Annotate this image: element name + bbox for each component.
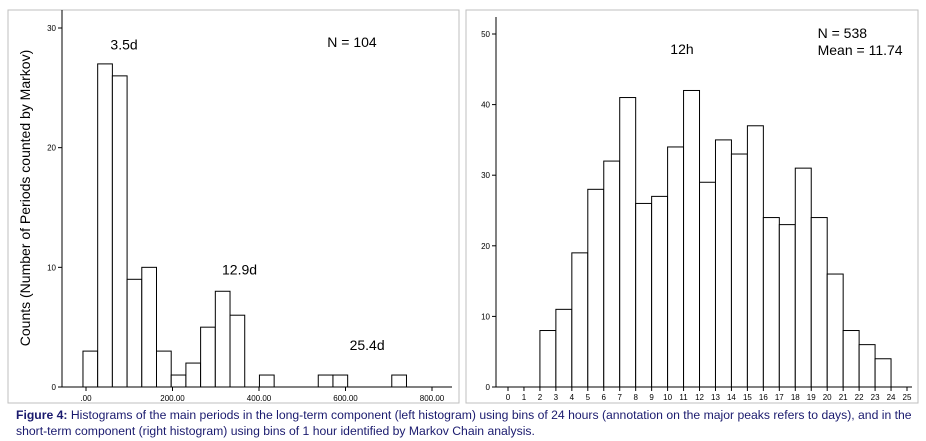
right-histogram-bar xyxy=(651,195,669,388)
right-x-tick-label: 13 xyxy=(711,393,720,402)
right-histogram-bar xyxy=(826,273,844,388)
left-histogram-bar xyxy=(214,290,231,388)
right-histogram-bar xyxy=(714,139,732,388)
right-annotation: N = 538 xyxy=(818,25,868,41)
right-histogram-bar xyxy=(571,252,589,388)
right-annotation: Mean = 11.74 xyxy=(818,42,903,58)
right-x-tick-label: 21 xyxy=(839,393,848,402)
left-annotation: N = 104 xyxy=(327,34,377,50)
left-histogram-bar xyxy=(185,362,202,388)
right-histogram-bar xyxy=(778,224,796,388)
right-x-tick-label: 3 xyxy=(554,393,559,402)
left-x-tick-label: 600.00 xyxy=(333,394,358,403)
right-histogram-bar xyxy=(794,167,812,388)
right-histogram-bar xyxy=(667,146,685,388)
left-histogram-bar xyxy=(229,314,246,388)
caption-label: Figure 4: xyxy=(16,408,68,422)
left-y-tick-label: 20 xyxy=(47,144,56,153)
left-y-tick-label: 10 xyxy=(47,263,56,272)
left-histogram-bar xyxy=(141,266,157,388)
left-annotation: 25.4d xyxy=(350,337,385,353)
right-histogram-bar xyxy=(730,153,748,388)
left-x-tick-label: 800.00 xyxy=(420,394,445,403)
right-histogram-bar xyxy=(842,330,860,388)
left-x-tick-label: 200.00 xyxy=(160,394,185,403)
left-histogram-bar xyxy=(111,75,128,388)
right-histogram-bar xyxy=(810,217,828,388)
left-panel-border xyxy=(7,9,460,404)
right-histogram-bar xyxy=(603,160,621,388)
right-panel-border xyxy=(465,9,919,404)
left-x-tick-label: 400.00 xyxy=(247,394,272,403)
left-histogram-bar xyxy=(391,374,407,388)
right-x-tick-label: 8 xyxy=(633,393,638,402)
right-x-tick-label: 20 xyxy=(823,393,832,402)
right-x-tick-label: 7 xyxy=(617,393,622,402)
right-x-tick-label: 2 xyxy=(538,393,543,402)
right-y-tick-label: 0 xyxy=(486,383,491,392)
right-x-tick-label: 22 xyxy=(855,393,864,402)
right-histogram-bar xyxy=(858,344,876,388)
left-y-axis-label: Counts (Number of Periods counted by Mar… xyxy=(17,50,33,346)
right-x-tick-label: 23 xyxy=(871,393,880,402)
right-x-tick-label: 0 xyxy=(506,393,511,402)
right-y-tick-label: 10 xyxy=(481,312,490,321)
right-x-tick-label: 9 xyxy=(649,393,654,402)
left-histogram-bar xyxy=(200,326,216,388)
caption-text: Histograms of the main periods in the lo… xyxy=(16,408,912,438)
right-annotation: 12h xyxy=(670,41,693,57)
left-x-tick-label: .00 xyxy=(80,394,92,403)
right-histogram-bar xyxy=(619,97,637,388)
right-y-tick-label: 20 xyxy=(481,242,490,251)
right-x-tick-label: 19 xyxy=(807,393,816,402)
right-x-tick-label: 12 xyxy=(695,393,704,402)
right-x-tick-label: 16 xyxy=(759,393,768,402)
left-annotation: 12.9d xyxy=(222,262,257,278)
right-histogram-bar xyxy=(874,358,892,388)
right-x-tick-label: 24 xyxy=(887,393,896,402)
left-histogram-bar xyxy=(82,350,99,388)
right-x-tick-label: 14 xyxy=(727,393,736,402)
left-y-tick-label: 30 xyxy=(47,24,56,33)
right-y-tick-label: 30 xyxy=(481,171,490,180)
right-x-tick-label: 6 xyxy=(602,393,607,402)
left-histogram-bar xyxy=(258,374,275,388)
right-x-tick-label: 18 xyxy=(791,393,800,402)
right-y-tick-label: 50 xyxy=(481,30,490,39)
right-y-tick-label: 40 xyxy=(481,101,490,110)
right-x-tick-label: 11 xyxy=(679,393,688,402)
left-histogram-bar xyxy=(170,374,187,388)
left-histogram-bar xyxy=(332,374,349,388)
right-x-tick-label: 15 xyxy=(743,393,752,402)
right-histogram-bar xyxy=(746,125,764,388)
right-histogram-bar xyxy=(699,181,716,388)
right-histogram-bar xyxy=(587,188,605,388)
right-x-tick-label: 25 xyxy=(903,393,912,402)
right-histogram-bar xyxy=(555,308,573,388)
figure-caption: Figure 4: Histograms of the main periods… xyxy=(16,407,921,439)
left-histogram-bar xyxy=(317,374,334,388)
left-y-tick-label: 0 xyxy=(52,383,57,392)
left-histogram-bar xyxy=(126,278,143,388)
right-x-tick-label: 4 xyxy=(570,393,575,402)
right-histogram-bar xyxy=(539,330,557,388)
right-histogram-bar xyxy=(635,202,653,388)
right-histogram-bar xyxy=(762,217,780,388)
right-x-tick-label: 10 xyxy=(663,393,672,402)
left-histogram-bar xyxy=(155,350,172,388)
left-annotation: 3.5d xyxy=(110,37,137,53)
right-x-tick-label: 1 xyxy=(522,393,527,402)
right-histogram-bar xyxy=(683,89,701,388)
left-histogram: 0 10 20 30 .00 200.00 400.00 600.00 800.00 Counts… xyxy=(17,10,452,403)
left-histogram-bar xyxy=(97,63,113,388)
right-x-tick-label: 5 xyxy=(586,393,591,402)
right-x-tick-label: 17 xyxy=(775,393,784,402)
